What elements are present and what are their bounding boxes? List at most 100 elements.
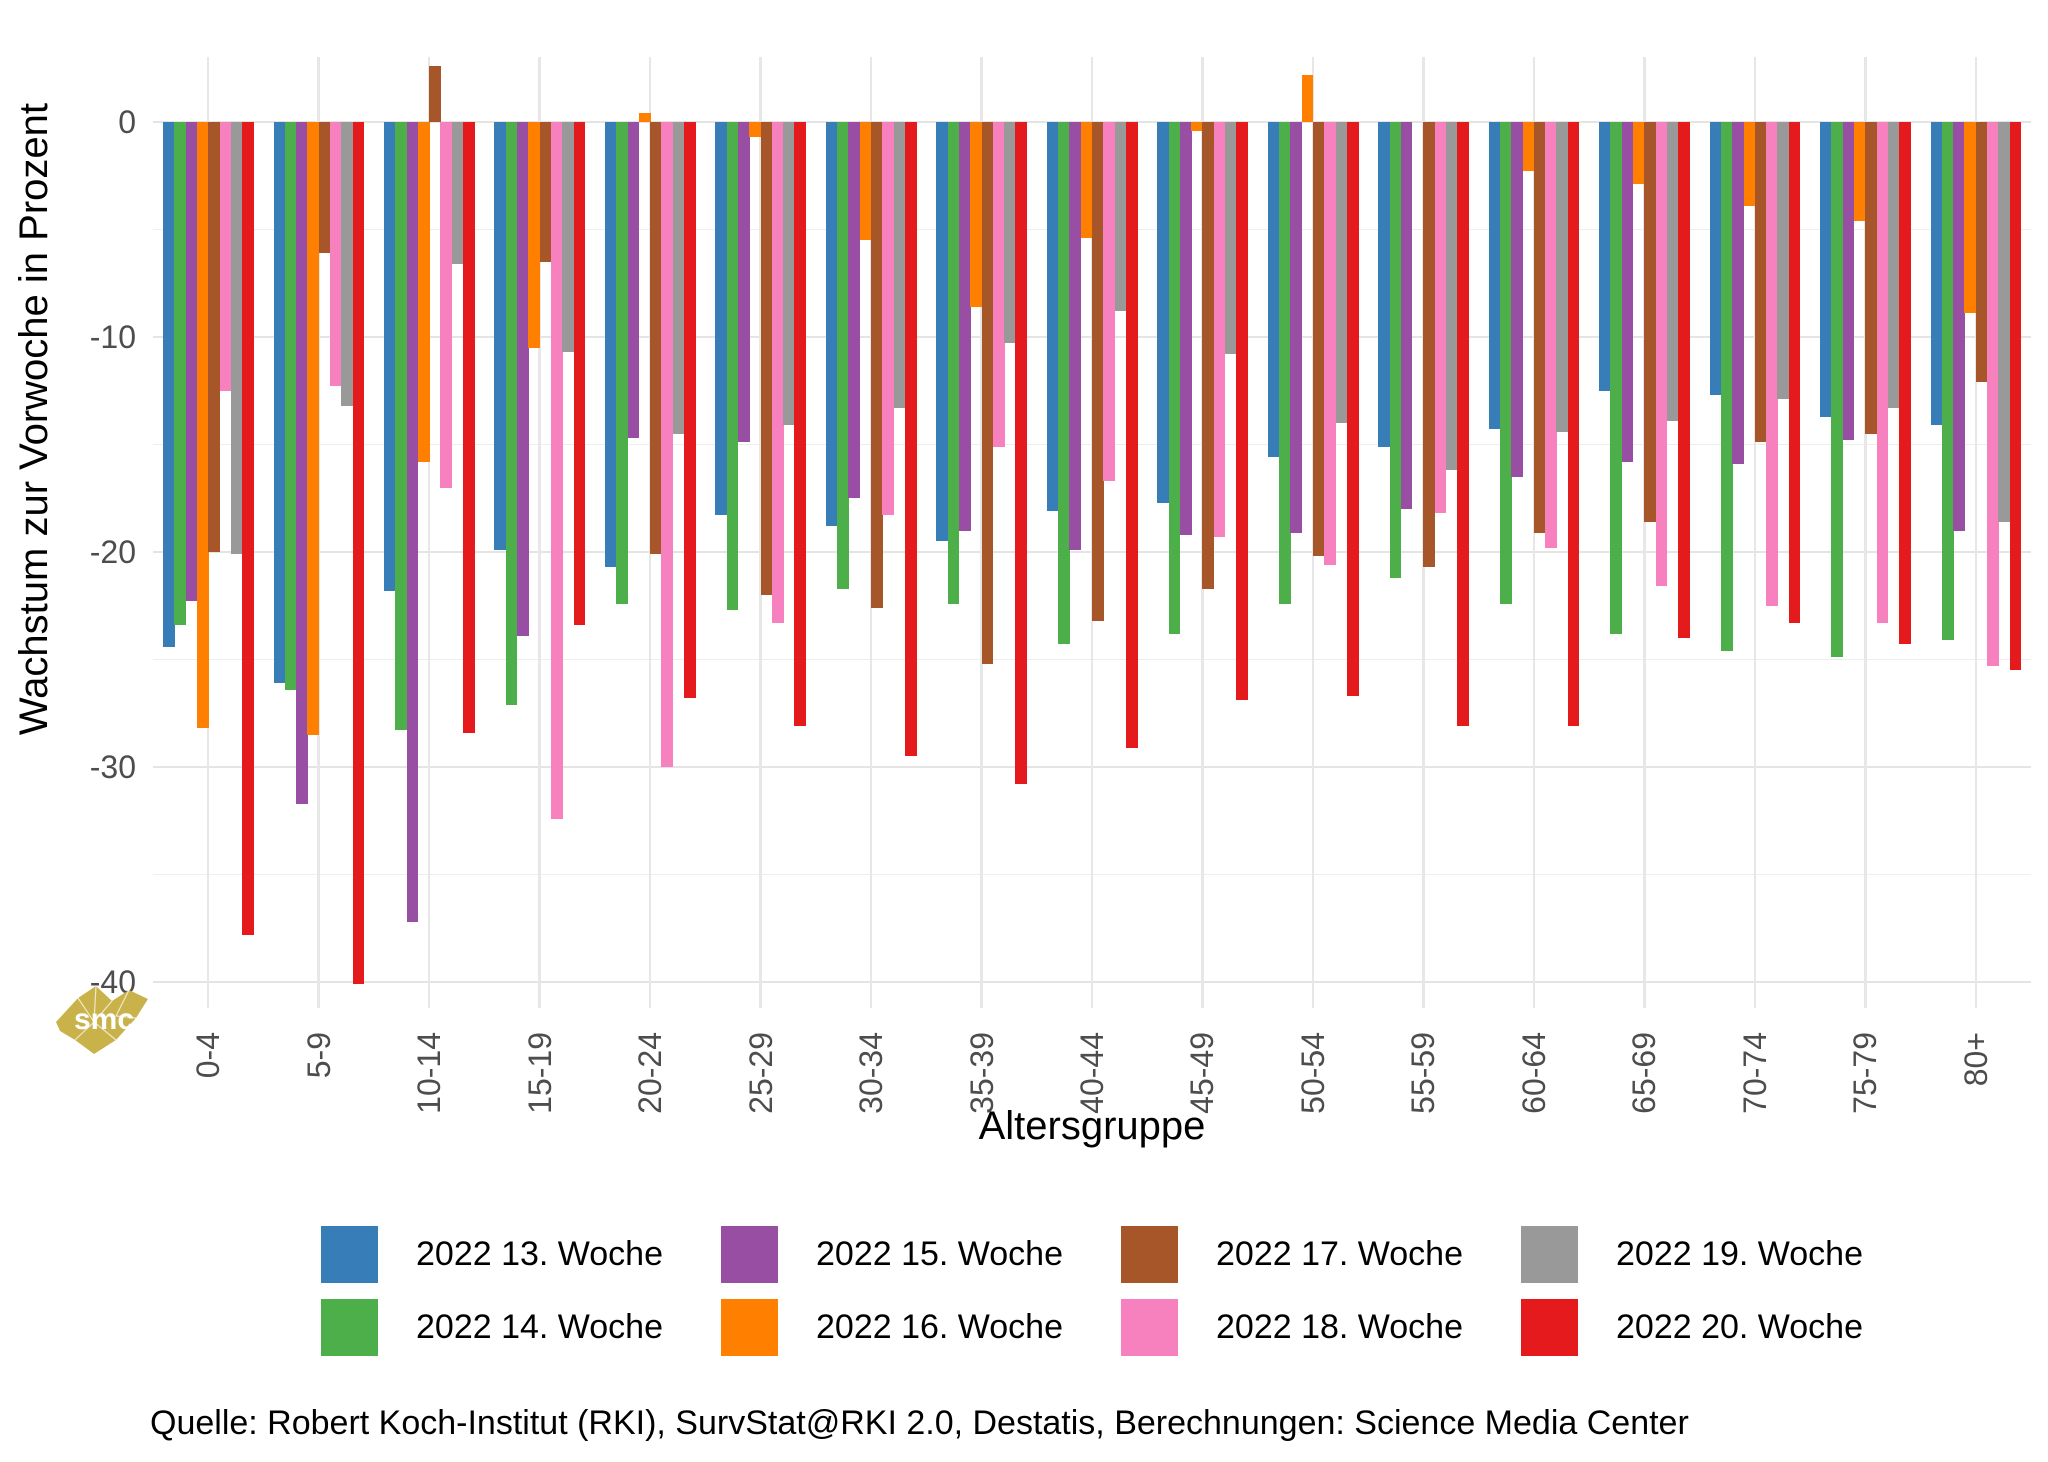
bar <box>1754 122 1767 443</box>
legend-swatch <box>1521 1299 1578 1356</box>
bar <box>550 122 563 819</box>
bar <box>307 122 320 735</box>
bar <box>1236 122 1249 701</box>
bar <box>1213 122 1226 537</box>
bar <box>1157 122 1169 503</box>
bar <box>1788 122 1801 623</box>
bar <box>539 122 552 262</box>
bar <box>848 122 861 499</box>
bar <box>1533 122 1546 533</box>
x-tick-label: 35-39 <box>963 1032 1000 1114</box>
bar <box>749 122 761 138</box>
bar <box>1865 122 1877 434</box>
legend-swatch <box>1521 1226 1578 1283</box>
x-tick-label: 5-9 <box>300 1032 337 1079</box>
x-tick-label: 65-69 <box>1626 1032 1663 1114</box>
y-tick-label: -10 <box>89 319 136 355</box>
bar <box>185 122 198 602</box>
legend-label: 2022 19. Woche <box>1616 1235 1863 1273</box>
smc-logo: smc <box>56 985 148 1054</box>
bar <box>1953 122 1965 531</box>
bar <box>562 122 574 353</box>
bar <box>1545 122 1557 548</box>
bar <box>1522 122 1535 172</box>
bar <box>1179 122 1192 535</box>
y-axis-title: Wachstum zur Vorwoche in Prozent <box>12 103 56 736</box>
gridline-vertical <box>427 57 431 1008</box>
x-tick-label: 55-59 <box>1405 1032 1442 1114</box>
bar <box>1457 122 1469 727</box>
bar <box>383 122 396 591</box>
legend-label: 2022 14. Woche <box>416 1308 663 1346</box>
bar <box>650 122 662 555</box>
bar <box>1820 122 1832 417</box>
bar <box>958 122 971 531</box>
bar <box>616 122 628 604</box>
bar <box>573 122 586 626</box>
bar <box>1069 122 1082 550</box>
bar <box>627 122 640 439</box>
bar <box>273 122 286 684</box>
bar <box>825 122 838 527</box>
bar <box>1279 122 1291 604</box>
bar <box>1644 122 1657 522</box>
bar <box>406 122 419 922</box>
legend-swatch <box>721 1226 778 1283</box>
bar <box>1290 122 1303 533</box>
bar <box>1975 122 1988 383</box>
bar <box>970 122 982 307</box>
bar <box>163 122 175 647</box>
bar <box>1389 122 1402 578</box>
bar <box>1499 122 1512 604</box>
bar <box>981 122 994 664</box>
bar <box>715 122 728 516</box>
legend-swatch <box>1121 1226 1178 1283</box>
bar <box>440 122 453 488</box>
bar <box>1423 122 1436 568</box>
bar <box>284 122 297 690</box>
x-tick-label: 60-64 <box>1515 1032 1552 1114</box>
bar <box>638 113 651 122</box>
bar <box>330 122 342 387</box>
bar <box>1899 122 1911 645</box>
x-tick-label: 40-44 <box>1074 1032 1110 1114</box>
bar <box>1842 122 1855 441</box>
smc-logo-facets <box>74 985 137 1041</box>
x-axis-title: Altersgruppe <box>978 1104 1206 1148</box>
y-tick-label: 0 <box>118 104 136 140</box>
bar <box>947 122 960 604</box>
bar <box>417 122 430 462</box>
bar <box>1324 122 1336 565</box>
bar <box>1301 74 1314 122</box>
bar <box>196 122 209 729</box>
gridline-vertical <box>538 57 541 1008</box>
bar <box>1168 122 1181 634</box>
bar <box>395 122 407 731</box>
legend-item: 2022 18. Woche <box>1121 1299 1463 1356</box>
x-tick-label: 45-49 <box>1184 1032 1221 1114</box>
bar <box>517 122 529 636</box>
legend-label: 2022 15. Woche <box>816 1235 1063 1273</box>
bar <box>1488 122 1501 430</box>
bar <box>463 122 475 733</box>
x-tick-label: 20-24 <box>632 1032 669 1114</box>
bar <box>893 122 906 408</box>
bar <box>1777 122 1790 400</box>
bar <box>1633 122 1645 185</box>
bar <box>684 122 696 699</box>
bar <box>726 122 739 611</box>
bar <box>859 122 872 241</box>
bar <box>661 122 674 767</box>
bar <box>771 122 784 623</box>
bar <box>604 122 617 568</box>
gridline-vertical <box>1974 57 1977 1008</box>
x-tick-label: 50-54 <box>1294 1032 1331 1114</box>
bar <box>494 122 507 550</box>
legend-label: 2022 18. Woche <box>1216 1308 1463 1346</box>
bar <box>1015 122 1028 785</box>
legend-label: 2022 16. Woche <box>816 1308 1063 1346</box>
bar <box>1103 122 1115 482</box>
bar <box>1446 122 1458 471</box>
bar <box>1998 122 2011 522</box>
bar <box>1887 122 1900 408</box>
